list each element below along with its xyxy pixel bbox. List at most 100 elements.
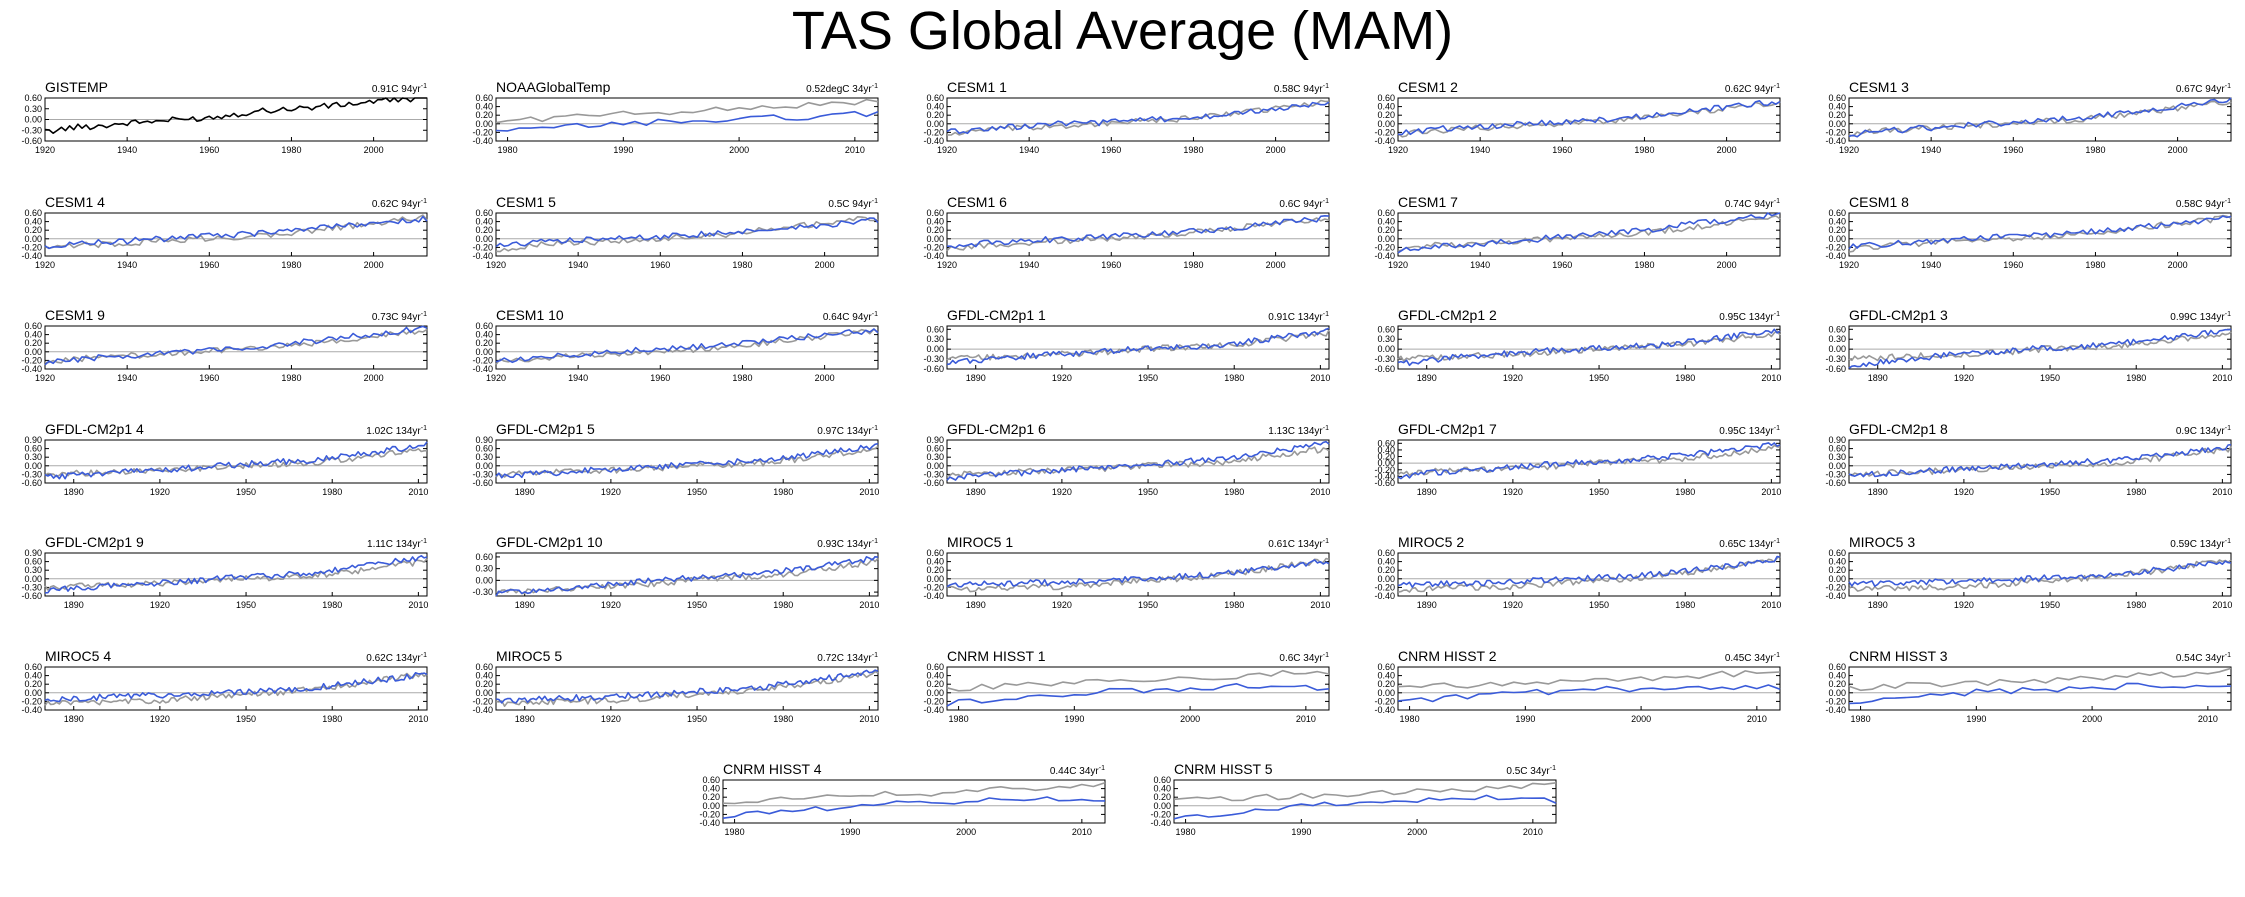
x-tick-label: 1920 (1839, 145, 1859, 155)
y-tick-label: -0.40 (699, 818, 720, 828)
y-tick-label: 0.20 (1377, 679, 1395, 689)
observed-series-line (1848, 559, 2232, 592)
chart-svg: CESM1 3 0.67C 94yr-1 0.600.400.200.00-0.20… (1825, 79, 2232, 155)
y-tick-label: 0.00 (475, 461, 493, 471)
chart-panel: CNRM HISST 3 0.54C 34yr-1 0.60 0.40 0.20 0.00… (1794, 645, 2243, 755)
y-tick-label: 0.20 (1828, 679, 1846, 689)
x-tick-label: 1950 (1589, 600, 1609, 610)
panel-title: NOAAGlobalTemp (496, 79, 611, 95)
x-tick-label: 1890 (966, 373, 986, 383)
panel-title: GFDL-CM2p1 4 (45, 421, 144, 437)
y-tick-label: 0.00 (475, 575, 493, 585)
plot-frame (722, 779, 1106, 824)
y-tick-label: -0.40 (1374, 136, 1395, 146)
y-tick-label: -0.60 (923, 478, 944, 488)
x-tick-label: 2000 (2082, 714, 2102, 724)
y-tick-label: 0.20 (702, 792, 720, 802)
x-tick-label: 1890 (515, 714, 535, 724)
y-tick-label: 0.30 (926, 452, 944, 462)
y-tick-label: -0.20 (1825, 582, 1846, 592)
y-tick-label: 0.40 (1377, 445, 1395, 455)
x-tick-label: 2000 (364, 145, 384, 155)
trend-label: 1.02C 134yr-1 (366, 425, 427, 437)
trend-label: 0.73C 94yr-1 (372, 311, 427, 323)
y-tick-label: 0.60 (702, 775, 720, 785)
obs-series-line (44, 97, 427, 134)
plot-frame (1397, 212, 1781, 257)
x-tick-label: 1980 (773, 600, 793, 610)
panel-title: GFDL-CM2p1 5 (496, 421, 595, 437)
chart-panel: MIROC5 2 0.65C 134yr-1 0.60 0.40 0.20 0.00 -0.… (1343, 531, 1792, 641)
observed-series-line (946, 329, 1330, 361)
chart-panel: CESM1 8 0.58C 94yr-1 0.60 0.40 0.20 0.00 -0.20… (1794, 191, 2243, 301)
chart-svg: GFDL-CM2p1 8 0.9C 134yr-1 0.900.600.300.00… (1825, 421, 2232, 497)
panel-title: GFDL-CM2p1 2 (1398, 307, 1497, 323)
y-tick-label: -0.60 (21, 136, 42, 146)
x-tick-label: 1980 (1634, 260, 1654, 270)
y-tick-label: -0.40 (21, 705, 42, 715)
y-tick-label: 0.60 (1828, 548, 1846, 558)
chart-svg: CESM1 7 0.74C 94yr-1 0.600.400.200.00-0.20… (1374, 194, 1781, 270)
y-tick-label: 0.20 (1377, 110, 1395, 120)
y-tick-label: 0.60 (1828, 324, 1846, 334)
x-tick-label: 2000 (2168, 260, 2188, 270)
x-tick-label: 2010 (845, 145, 865, 155)
plot-frame (495, 666, 879, 711)
x-tick-label: 1920 (486, 260, 506, 270)
x-tick-label: 1920 (1954, 487, 1974, 497)
observed-series-line (1397, 444, 1781, 477)
y-tick-label: -0.40 (1374, 251, 1395, 261)
x-tick-label: 1920 (1052, 600, 1072, 610)
y-tick-label: -0.40 (923, 136, 944, 146)
x-tick-label: 1980 (322, 600, 342, 610)
y-tick-label: 0.60 (926, 93, 944, 103)
y-tick-label: 0.20 (24, 338, 42, 348)
x-tick-label: 1920 (35, 145, 55, 155)
plot-frame (1397, 97, 1781, 142)
x-tick-label: 1890 (966, 600, 986, 610)
figure-title: TAS Global Average (MAM) (791, 1, 1454, 61)
trend-label: 0.64C 94yr-1 (823, 311, 878, 323)
x-tick-label: 1920 (1052, 487, 1072, 497)
panel-title: MIROC5 5 (496, 648, 562, 664)
x-tick-label: 1950 (1138, 487, 1158, 497)
chart-svg: CNRM HISST 5 0.5C 34yr-10.600.400.200.00-… (1150, 761, 1557, 837)
y-tick-label: 0.40 (475, 102, 493, 112)
x-tick-label: 1950 (2040, 487, 2060, 497)
y-tick-label: 0.40 (926, 217, 944, 227)
y-tick-label: 0.40 (702, 784, 720, 794)
chart-panel: GFDL-CM2p1 2 0.95C 134yr-1 0.60 0.30 0.00 -0.… (1343, 304, 1792, 414)
x-tick-label: 2000 (729, 145, 749, 155)
plot-frame (495, 552, 879, 597)
x-tick-label: 1940 (1470, 260, 1490, 270)
model-series-line (1397, 212, 1781, 254)
y-tick-label: 0.60 (1377, 662, 1395, 672)
y-tick-label: -0.20 (472, 696, 493, 706)
x-tick-label: 1950 (2040, 373, 2060, 383)
y-tick-label: -0.40 (1150, 818, 1171, 828)
y-tick-label: 0.90 (475, 435, 493, 445)
trend-label: 1.13C 134yr-1 (1268, 425, 1329, 437)
model-series-line (1848, 443, 2232, 478)
chart-svg: CESM1 4 0.62C 94yr-1 0.600.400.200.00-0.20… (21, 194, 428, 270)
y-tick-label: -0.40 (1825, 136, 1846, 146)
y-tick-label: 0.00 (1828, 344, 1846, 354)
y-tick-label: 0.90 (926, 435, 944, 445)
x-tick-label: 1960 (199, 145, 219, 155)
panel-title: GFDL-CM2p1 9 (45, 534, 144, 550)
panel-title: CNRM HISST 1 (947, 648, 1046, 664)
y-tick-label: 0.30 (475, 452, 493, 462)
model-series-line (1848, 682, 2232, 705)
observed-series-line (1397, 555, 1781, 593)
model-series-line (44, 215, 428, 250)
model-series-line (44, 555, 428, 594)
plot-frame (495, 325, 879, 370)
observed-series-line (946, 446, 1330, 478)
y-tick-label: 0.30 (1828, 452, 1846, 462)
model-series-line (1397, 328, 1781, 367)
x-tick-label: 1980 (1400, 714, 1420, 724)
plot-frame (495, 212, 879, 257)
model-series-line (946, 440, 1330, 481)
x-tick-label: 2010 (1296, 714, 1316, 724)
y-tick-label: 0.00 (926, 688, 944, 698)
